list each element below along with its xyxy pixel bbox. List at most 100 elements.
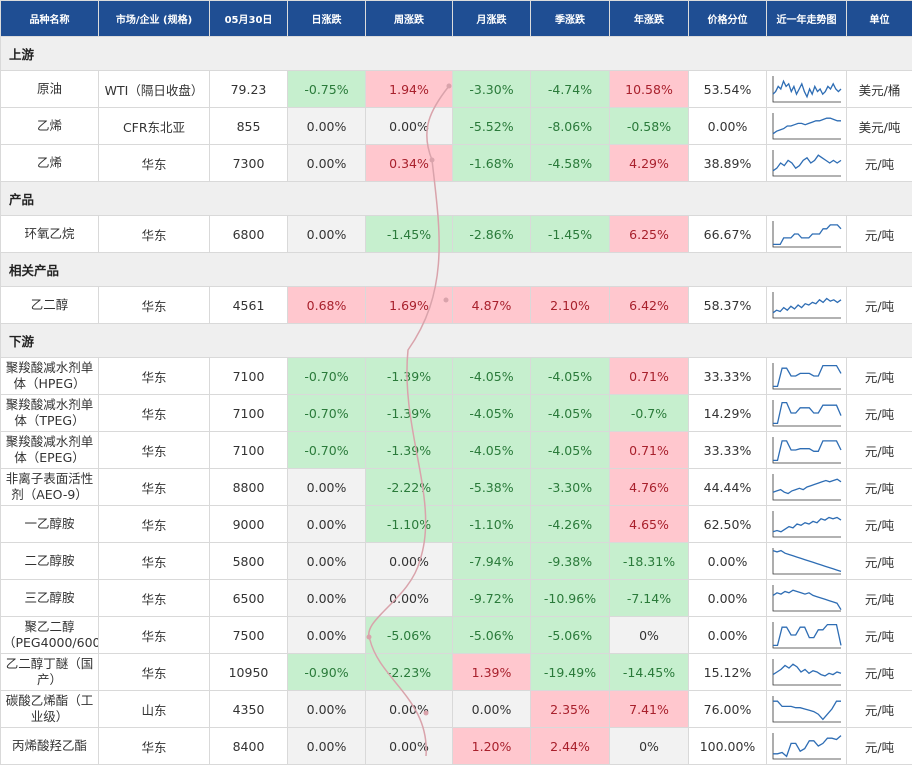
year-change-cell: 6.42% xyxy=(609,286,689,324)
market-cell: WTI（隔日收盘） xyxy=(98,70,210,108)
sparkline-axis xyxy=(772,76,841,103)
market-cell: 华东 xyxy=(98,357,210,395)
trend-chart-cell xyxy=(766,394,847,432)
price-cell: 5800 xyxy=(209,542,288,580)
month-change-cell: -4.05% xyxy=(452,357,531,395)
month-change-cell: -7.94% xyxy=(452,542,531,580)
price-cell: 8400 xyxy=(209,727,288,765)
percentile-cell: 44.44% xyxy=(688,468,767,506)
trend-chart-cell xyxy=(766,468,847,506)
section-row: 产品 xyxy=(0,181,912,216)
week-change-cell: 0.00% xyxy=(365,579,453,617)
market-cell: 华东 xyxy=(98,579,210,617)
trend-sparkline xyxy=(772,113,841,140)
sparkline-line xyxy=(772,154,841,172)
day-change-cell: -0.90% xyxy=(287,653,366,691)
product-name-cell: 乙二醇 xyxy=(0,286,99,324)
percentile-cell: 33.33% xyxy=(688,357,767,395)
sparkline-axis xyxy=(772,585,841,612)
product-name-cell: 乙烯 xyxy=(0,144,99,182)
trend-chart-cell xyxy=(766,144,847,182)
product-name-cell: 聚羧酸减水剂单体（HPEG） xyxy=(0,357,99,395)
quarter-change-cell: -3.30% xyxy=(530,468,610,506)
table-row: 非离子表面活性剂（AEO-9） 华东 8800 0.00% -2.22% -5.38% -3… xyxy=(0,468,912,506)
year-change-cell: -0.7% xyxy=(609,394,689,432)
unit-cell: 元/吨 xyxy=(846,727,912,765)
trend-chart-cell xyxy=(766,579,847,617)
percentile-cell: 0.00% xyxy=(688,542,767,580)
day-change-cell: 0.00% xyxy=(287,144,366,182)
sparkline-axis xyxy=(772,437,841,464)
price-cell: 7100 xyxy=(209,357,288,395)
sparkline-axis xyxy=(772,733,841,760)
price-cell: 79.23 xyxy=(209,70,288,108)
price-cell: 4561 xyxy=(209,286,288,324)
market-cell: 华东 xyxy=(98,144,210,182)
product-name-cell: 乙二醇丁醚（国产） xyxy=(0,653,99,691)
trend-chart-cell xyxy=(766,616,847,654)
unit-cell: 元/吨 xyxy=(846,394,912,432)
percentile-cell: 100.00% xyxy=(688,727,767,765)
sparkline-axis xyxy=(772,696,841,723)
percentile-cell: 14.29% xyxy=(688,394,767,432)
month-change-cell: 4.87% xyxy=(452,286,531,324)
price-cell: 6800 xyxy=(209,215,288,253)
sparkline-line xyxy=(772,401,842,425)
trend-sparkline xyxy=(772,511,841,538)
price-cell: 7100 xyxy=(209,431,288,469)
percentile-cell: 15.12% xyxy=(688,653,767,691)
week-change-cell: 0.00% xyxy=(365,542,453,580)
sparkline-axis xyxy=(772,113,841,140)
price-cell: 8800 xyxy=(209,468,288,506)
year-change-cell: 6.25% xyxy=(609,215,689,253)
percentile-cell: 33.33% xyxy=(688,431,767,469)
price-cell: 7300 xyxy=(209,144,288,182)
sparkline-line xyxy=(772,700,841,721)
week-change-cell: 0.00% xyxy=(365,107,453,145)
product-name-cell: 碳酸乙烯酯（工业级） xyxy=(0,690,99,728)
header-cell: 品种名称 xyxy=(0,0,99,37)
unit-cell: 美元/吨 xyxy=(846,107,912,145)
quarter-change-cell: -4.58% xyxy=(530,144,610,182)
sparkline-axis xyxy=(772,150,841,177)
trend-chart-cell xyxy=(766,215,847,253)
trend-sparkline xyxy=(772,292,841,319)
day-change-cell: -0.70% xyxy=(287,431,366,469)
sparkline-line xyxy=(772,549,841,573)
table-row: 一乙醇胺 华东 9000 0.00% -1.10% -1.10% -4.26% 4.65% 62… xyxy=(0,505,912,543)
trend-sparkline xyxy=(772,696,841,723)
table-row: 丙烯酸羟乙酯 华东 8400 0.00% 0.00% 1.20% 2.44% 0% 100.00… xyxy=(0,727,912,765)
header-row: 品种名称 市场/企业 (规格) 05月30日 日涨跌 周涨跌 月涨跌 季涨跌 年… xyxy=(0,0,912,37)
week-change-cell: 1.69% xyxy=(365,286,453,324)
sparkline-axis xyxy=(772,511,841,538)
product-name-cell: 环氧乙烷 xyxy=(0,215,99,253)
month-change-cell: -1.68% xyxy=(452,144,531,182)
price-cell: 855 xyxy=(209,107,288,145)
day-change-cell: -0.70% xyxy=(287,357,366,395)
percentile-cell: 62.50% xyxy=(688,505,767,543)
trend-chart-cell xyxy=(766,653,847,691)
market-cell: 山东 xyxy=(98,690,210,728)
trend-sparkline xyxy=(772,76,841,103)
week-change-cell: 1.94% xyxy=(365,70,453,108)
market-cell: 华东 xyxy=(98,394,210,432)
month-change-cell: -4.05% xyxy=(452,394,531,432)
day-change-cell: -0.70% xyxy=(287,394,366,432)
day-change-cell: 0.00% xyxy=(287,505,366,543)
unit-cell: 元/吨 xyxy=(846,653,912,691)
year-change-cell: 0% xyxy=(609,616,689,654)
year-change-cell: 10.58% xyxy=(609,70,689,108)
year-change-cell: 0.71% xyxy=(609,431,689,469)
table-row: 碳酸乙烯酯（工业级） 山东 4350 0.00% 0.00% 0.00% 2.35% 7.41… xyxy=(0,690,912,728)
month-change-cell: 0.00% xyxy=(452,690,531,728)
price-cell: 7500 xyxy=(209,616,288,654)
day-change-cell: 0.00% xyxy=(287,468,366,506)
year-change-cell: 4.29% xyxy=(609,144,689,182)
product-name-cell: 聚羧酸减水剂单体（TPEG） xyxy=(0,394,99,432)
product-name-cell: 三乙醇胺 xyxy=(0,579,99,617)
week-change-cell: 0.00% xyxy=(365,727,453,765)
market-cell: 华东 xyxy=(98,616,210,654)
header-cell: 市场/企业 (规格) xyxy=(98,0,210,37)
unit-cell: 元/吨 xyxy=(846,144,912,182)
market-cell: 华东 xyxy=(98,505,210,543)
